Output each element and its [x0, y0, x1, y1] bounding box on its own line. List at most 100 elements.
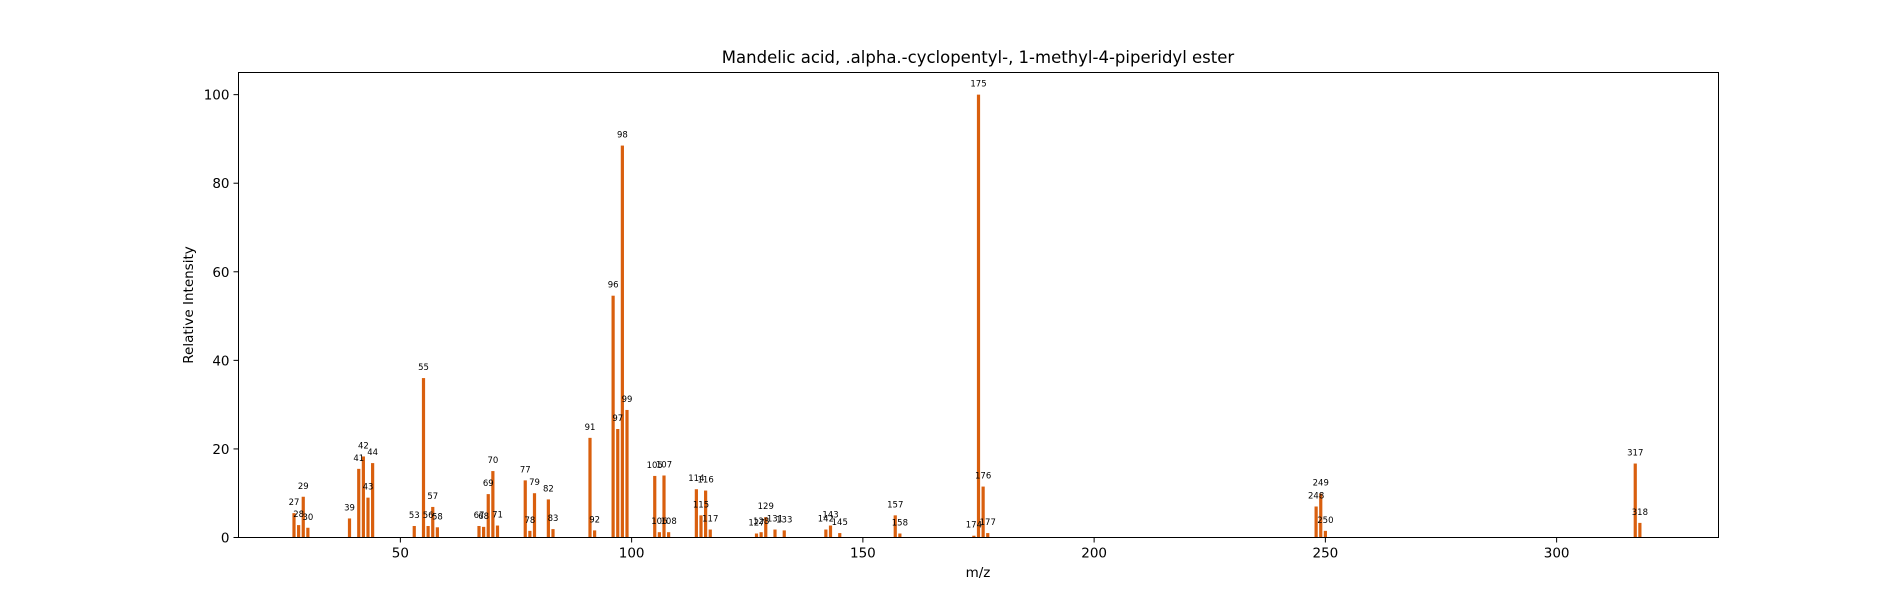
peak-bar-133 [782, 530, 786, 538]
peak-label-250: 250 [1317, 516, 1333, 526]
peak-bar-28 [297, 525, 301, 538]
peak-label-158: 158 [892, 519, 908, 529]
peak-bar-143 [828, 525, 833, 538]
peak-bar-56 [426, 525, 430, 538]
peak-bar-97 [616, 429, 620, 538]
peak-label-157: 157 [887, 500, 903, 510]
y-tick-label-0: 0 [221, 531, 230, 547]
peak-bar-44 [371, 463, 375, 538]
peak-bar-107 [662, 475, 666, 538]
peak-label-174: 174 [966, 521, 982, 531]
peak-bar-158 [898, 533, 902, 538]
x-axis-label: m/z [966, 565, 991, 581]
x-tick-label-150: 150 [850, 546, 876, 562]
peak-label-42: 42 [358, 441, 369, 451]
peak-bar-131 [773, 529, 777, 538]
peak-bar-175 [976, 94, 981, 538]
y-tick-label-60: 60 [212, 265, 229, 281]
peak-label-29: 29 [298, 482, 309, 492]
peak-label-44: 44 [367, 448, 378, 458]
peak-label-43: 43 [363, 483, 374, 493]
peak-label-67: 67 [474, 511, 485, 521]
peak-label-114: 114 [688, 474, 704, 484]
peak-label-177: 177 [980, 518, 996, 528]
x-tick-label-300: 300 [1544, 546, 1570, 562]
peak-label-92: 92 [589, 515, 600, 525]
peak-bar-108 [667, 532, 671, 538]
y-tick-label-40: 40 [212, 353, 229, 369]
peak-label-142: 142 [818, 515, 834, 525]
peak-label-115: 115 [693, 500, 709, 510]
peak-bar-77 [523, 480, 527, 538]
peak-bar-98 [620, 145, 624, 538]
peak-bar-43 [366, 497, 370, 538]
peak-bar-177 [986, 533, 990, 538]
peak-bar-29 [301, 496, 305, 538]
peak-bar-67 [477, 525, 481, 538]
peak-bar-55 [421, 378, 426, 538]
peak-label-248: 248 [1308, 492, 1324, 502]
peak-label-145: 145 [832, 518, 848, 528]
peak-label-318: 318 [1632, 508, 1648, 518]
y-axis-ticks: 0 20 40 60 80 100 [204, 88, 239, 547]
peak-label-78: 78 [524, 516, 535, 526]
peak-label-108: 108 [661, 517, 677, 527]
peak-label-107: 107 [656, 461, 672, 471]
peak-label-41: 41 [353, 454, 364, 464]
peak-label-131: 131 [767, 515, 783, 525]
peak-bar-96 [611, 295, 615, 538]
peak-label-127: 127 [748, 519, 764, 529]
peak-label-57: 57 [427, 492, 438, 502]
peak-bar-70 [491, 471, 495, 538]
chart-title: Mandelic acid, .alpha.-cyclopentyl-, 1-m… [722, 48, 1235, 67]
peak-label-71: 71 [492, 511, 503, 521]
peak-label-117: 117 [702, 515, 718, 525]
peak-bar-91 [588, 437, 592, 538]
peak-label-116: 116 [698, 476, 714, 486]
peak-bar-82 [546, 499, 550, 538]
peak-label-79: 79 [529, 478, 540, 488]
plot-area-frame [238, 72, 1719, 538]
peak-bar-83 [551, 529, 555, 538]
peak-label-105: 105 [647, 461, 663, 471]
y-tick-label-20: 20 [212, 442, 229, 458]
peak-bar-317 [1633, 463, 1637, 538]
peak-bar-30 [306, 527, 310, 538]
x-tick-label-250: 250 [1312, 546, 1338, 562]
peak-bar-99 [625, 409, 629, 538]
peak-label-143: 143 [822, 511, 838, 521]
peak-bar-39 [347, 518, 352, 538]
peak-bar-249 [1319, 493, 1323, 538]
peak-bar-68 [482, 526, 486, 538]
peak-label-99: 99 [622, 395, 633, 405]
peak-label-30: 30 [302, 513, 313, 523]
peak-bar-142 [824, 529, 828, 538]
y-tick-label-100: 100 [204, 88, 230, 104]
peak-bar-53 [412, 525, 416, 538]
peak-label-249: 249 [1313, 479, 1329, 489]
peak-bar-145 [838, 533, 842, 538]
peak-bar-42 [361, 456, 365, 538]
peak-bar-174 [972, 535, 976, 538]
peak-bar-318 [1638, 522, 1642, 538]
peak-bar-57 [431, 506, 435, 538]
peak-bar-128 [759, 532, 763, 538]
spectrum-bars [292, 94, 1642, 538]
x-axis-ticks: 50 100 150 200 250 300 [392, 537, 1570, 562]
peak-label-68: 68 [478, 512, 489, 522]
peak-bar-116 [704, 490, 708, 538]
peak-label-70: 70 [487, 456, 498, 466]
peak-bar-27 [292, 513, 296, 538]
peak-label-128: 128 [753, 517, 769, 527]
peak-label-129: 129 [758, 502, 774, 512]
y-axis-label: Relative Intensity [181, 246, 197, 364]
peak-label-97: 97 [612, 414, 623, 424]
peak-bar-157 [893, 515, 897, 538]
peak-label-176: 176 [975, 472, 991, 482]
peak-bar-115 [699, 515, 703, 538]
peak-bar-69 [486, 494, 490, 538]
peak-label-28: 28 [293, 510, 304, 520]
peak-bar-117 [708, 529, 712, 538]
